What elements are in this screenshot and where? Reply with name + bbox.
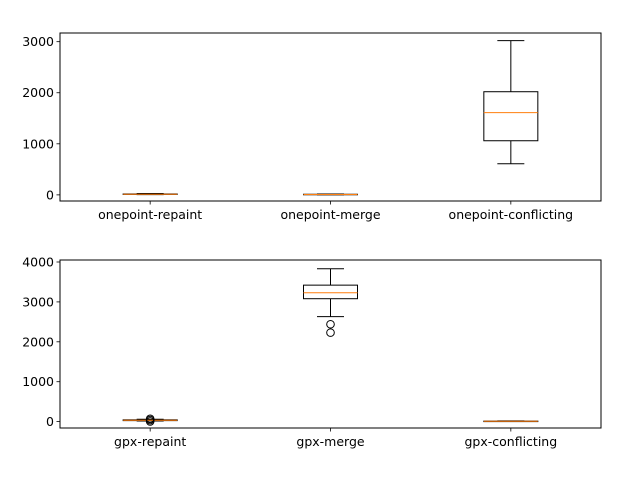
y-tick-label: 2000	[22, 334, 54, 349]
y-tick-label: 3000	[22, 34, 54, 49]
box-gpx-conflicting: gpx-conflicting	[464, 420, 557, 449]
box-onepoint-conflicting: onepoint-conflicting	[449, 40, 574, 222]
box-onepoint-repaint: onepoint-repaint	[98, 192, 202, 222]
box-onepoint-merge: onepoint-merge	[280, 193, 381, 222]
outlier-point	[326, 328, 335, 337]
y-tick-label: 1000	[22, 374, 54, 389]
y-tick-label: 0	[46, 414, 54, 429]
y-tick-label: 0	[46, 187, 54, 202]
x-tick-label: onepoint-repaint	[98, 207, 202, 222]
bottom-boxplot-panel: 0 1000 2000 3000 4000 gpx-repaint gpx-merge gpx…	[22, 254, 602, 449]
x-tick-label: onepoint-conflicting	[449, 207, 574, 222]
iqr-box	[483, 91, 539, 142]
y-tick-label: 1000	[22, 136, 54, 151]
outlier-point	[145, 417, 155, 426]
axes-frame	[59, 32, 602, 202]
box-gpx-merge: gpx-merge	[296, 268, 365, 449]
y-tick-label: 2000	[22, 85, 54, 100]
y-tick-label: 4000	[22, 254, 54, 269]
x-tick-label: gpx-repaint	[114, 434, 186, 449]
outlier-point	[326, 319, 335, 329]
x-tick-label: gpx-merge	[296, 434, 364, 449]
y-tick-label: 3000	[22, 294, 54, 309]
top-boxplot-panel: 0 1000 2000 3000 onepoint-repaint onepoint-me…	[22, 32, 602, 222]
box-gpx-repaint: gpx-repaint	[114, 414, 186, 449]
x-tick-label: onepoint-merge	[280, 207, 380, 222]
iqr-box	[303, 284, 358, 300]
x-tick-label: gpx-conflicting	[464, 434, 557, 449]
